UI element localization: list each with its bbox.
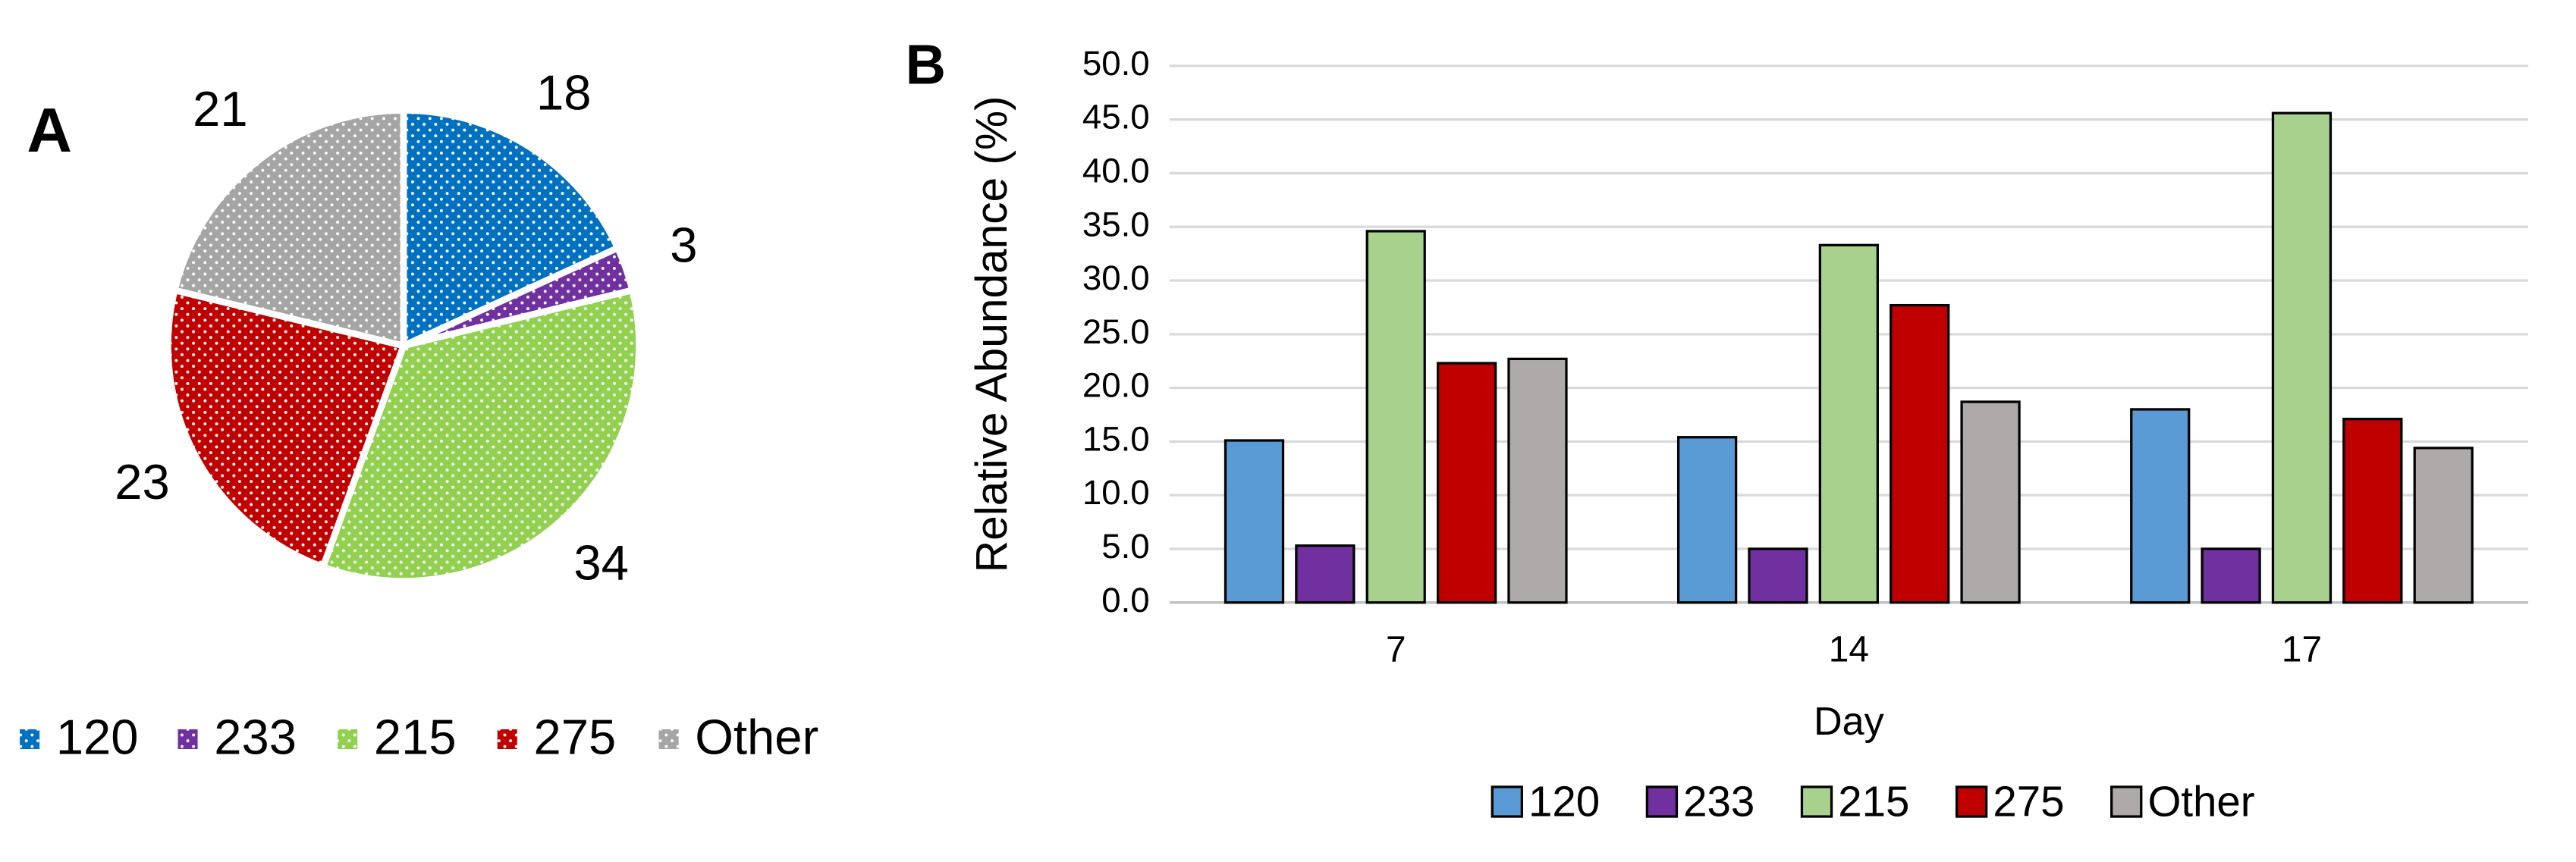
legend-item: Other [2110, 778, 2255, 826]
legend-swatch [497, 729, 517, 750]
y-tick-label: 10.0 [1082, 473, 1150, 512]
legend-label: 120 [56, 709, 139, 764]
bar [1224, 439, 1285, 604]
legend-label: 215 [374, 709, 457, 764]
legend-swatch [1800, 785, 1833, 818]
bar [1748, 547, 1808, 604]
panel-label: B [906, 33, 946, 96]
bar [1676, 436, 1738, 604]
legend-item: 120 [1491, 778, 1600, 826]
legend-label: Other [695, 709, 818, 764]
legend-label: 275 [1993, 778, 2064, 826]
y-tick-label: 45.0 [1082, 98, 1150, 136]
pie-slice [319, 286, 642, 585]
legend-label: 275 [534, 709, 617, 764]
legend-swatch [1645, 785, 1679, 818]
legend-item: Other [658, 709, 818, 764]
legend-item: 233 [1645, 778, 1755, 826]
x-tick-label: 14 [1829, 630, 1869, 670]
data-label: 18 [536, 64, 591, 120]
pie-slice [400, 107, 623, 351]
legend-label: 215 [1838, 778, 1909, 826]
legend-swatch [658, 729, 679, 750]
bar [2201, 547, 2261, 604]
panel-label: A [27, 96, 72, 165]
bar [1960, 400, 2021, 604]
y-tick-label: 50.0 [1082, 44, 1150, 83]
data-label: 21 [193, 81, 247, 136]
legend-item: 215 [338, 709, 457, 764]
bar [2130, 408, 2191, 604]
legend-item: 215 [1800, 778, 1909, 826]
y-tick-label: 30.0 [1082, 259, 1150, 297]
bar [1507, 357, 1568, 604]
legend-item: 275 [1955, 778, 2065, 826]
pie-slice [170, 107, 407, 350]
legend-label: 233 [1683, 778, 1755, 826]
legend-swatch [338, 729, 358, 750]
y-tick-label: 0.0 [1101, 581, 1149, 619]
legend-swatch [2110, 785, 2143, 818]
legend-label: 233 [214, 709, 297, 764]
y-tick-label: 35.0 [1082, 205, 1150, 243]
legend-swatch [177, 729, 198, 750]
data-label: 23 [115, 454, 169, 509]
bar [1436, 362, 1497, 604]
bar [2271, 111, 2333, 604]
y-tick-label: 25.0 [1082, 312, 1150, 351]
legend-swatch [1955, 785, 1988, 818]
data-label: 34 [573, 535, 628, 591]
legend-item: 233 [177, 709, 297, 764]
legend-swatch [1491, 785, 1523, 818]
x-tick-label: 7 [1386, 630, 1406, 670]
legend-item: 120 [20, 709, 138, 764]
legend-swatch [20, 729, 40, 750]
x-tick-label: 17 [2282, 630, 2322, 670]
legend-item: 275 [497, 709, 617, 764]
y-tick-label: 15.0 [1082, 419, 1150, 458]
bar [2413, 447, 2474, 604]
bar [1365, 230, 1426, 604]
y-tick-label: 20.0 [1082, 366, 1150, 405]
pie-slice [165, 286, 408, 572]
bar [1295, 544, 1356, 604]
legend-label: Other [2147, 778, 2254, 826]
legend-label: 120 [1528, 778, 1600, 826]
y-axis-title: Relative Abundance (%) [967, 96, 1016, 572]
bar [2342, 418, 2403, 604]
y-tick-label: 40.0 [1082, 152, 1150, 190]
bar [1818, 243, 1879, 604]
bar [1890, 303, 1950, 604]
x-axis-title: Day [1814, 700, 1884, 744]
y-tick-label: 5.0 [1101, 527, 1149, 566]
data-label: 3 [670, 217, 697, 272]
